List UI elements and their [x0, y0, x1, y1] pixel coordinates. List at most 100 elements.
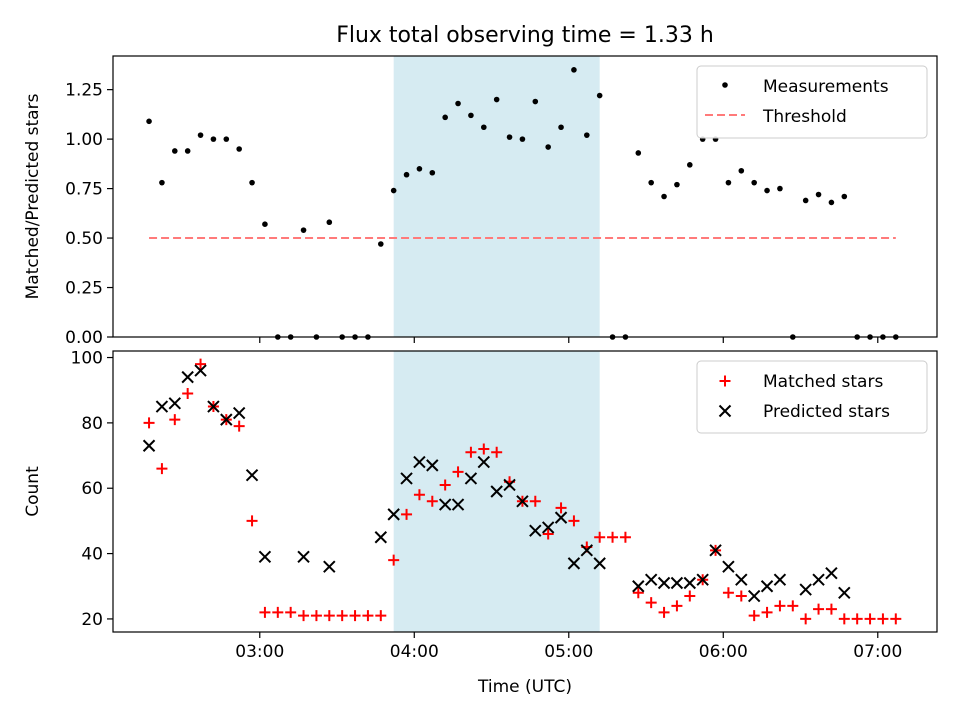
- data-point: [632, 587, 644, 599]
- data-point: [455, 100, 461, 107]
- data-point: [657, 576, 671, 590]
- data-point: [349, 610, 361, 622]
- data-point: [378, 241, 384, 247]
- data-point: [607, 531, 619, 543]
- data-point: [285, 606, 297, 618]
- y-tick-label: 1.25: [65, 81, 103, 101]
- y-tick-label: 0.00: [65, 328, 103, 348]
- data-point: [584, 132, 590, 138]
- data-point: [799, 583, 812, 596]
- data-point: [233, 420, 245, 432]
- data-point: [258, 550, 272, 564]
- data-point: [696, 573, 709, 586]
- data-point: [774, 600, 786, 612]
- data-point: [155, 400, 169, 413]
- data-point: [194, 364, 207, 377]
- shaded-interval: [393, 56, 600, 337]
- data-point: [490, 485, 503, 498]
- data-point: [761, 606, 773, 618]
- data-point: [558, 124, 564, 131]
- data-point: [687, 162, 693, 168]
- y-tick-label: 40: [81, 545, 103, 565]
- data-point: [725, 179, 732, 186]
- panel-ratio: 0.00 0.25 0.50 0.75 1.00 1.25 Matched/Predicte…: [23, 55, 938, 348]
- data-point: [658, 606, 670, 618]
- data-point: [323, 610, 335, 622]
- data-point: [635, 150, 642, 156]
- data-point: [802, 197, 809, 204]
- data-point: [722, 560, 735, 573]
- data-point: [272, 606, 284, 618]
- data-point: [259, 606, 271, 618]
- data-point: [220, 413, 233, 426]
- data-point: [670, 576, 684, 590]
- series-predicted-stars: [142, 364, 851, 603]
- y-tick-label: 100: [71, 349, 103, 369]
- data-point: [787, 600, 799, 612]
- y-tick-label: 20: [81, 610, 103, 630]
- data-point: [362, 610, 374, 622]
- data-point: [529, 495, 541, 507]
- data-point: [748, 610, 760, 622]
- legend-marker-x: [718, 404, 732, 418]
- legend-label: Predicted stars: [763, 402, 890, 422]
- data-point: [468, 112, 474, 119]
- x-tick-label: 06:00: [699, 642, 748, 662]
- data-point: [426, 459, 439, 472]
- data-point: [735, 573, 748, 586]
- data-point: [800, 613, 812, 625]
- data-point: [619, 531, 631, 543]
- data-point: [236, 146, 242, 152]
- data-point: [777, 185, 783, 192]
- data-point: [493, 96, 500, 103]
- data-point: [429, 169, 436, 176]
- data-point: [661, 193, 667, 200]
- data-point: [890, 613, 902, 625]
- axes-frame: [112, 55, 938, 338]
- data-point: [465, 446, 477, 458]
- data-point: [815, 191, 822, 198]
- data-point: [568, 515, 580, 527]
- data-point: [567, 557, 581, 570]
- data-point: [246, 515, 258, 527]
- panel-count: 20 40 60 80 100 03:00 04:00 05:00 06:00 07:00 Coun…: [23, 349, 938, 662]
- data-point: [416, 165, 423, 172]
- legend-label: Threshold: [762, 107, 847, 127]
- data-point: [751, 179, 757, 186]
- data-point: [182, 387, 194, 399]
- data-point: [747, 589, 761, 603]
- data-point: [298, 610, 310, 622]
- data-point: [168, 397, 182, 410]
- x-axis-label: Time (UTC): [477, 677, 572, 697]
- y-tick-label: 0.75: [65, 180, 103, 200]
- data-point: [632, 580, 645, 593]
- data-point: [813, 603, 825, 615]
- data-point: [648, 179, 654, 186]
- x-tick-label: 03:00: [235, 642, 284, 662]
- data-point: [545, 144, 551, 150]
- data-point: [426, 495, 438, 507]
- data-point: [684, 590, 696, 602]
- y-axis-label: Matched/Predicted stars: [23, 93, 43, 299]
- data-point: [249, 179, 255, 186]
- data-point: [516, 495, 529, 508]
- data-point: [825, 603, 837, 615]
- data-point: [452, 466, 464, 478]
- data-point: [674, 181, 680, 188]
- data-point: [451, 498, 465, 511]
- data-point: [390, 187, 397, 194]
- data-point: [541, 521, 555, 534]
- y-tick-label: 60: [81, 479, 103, 499]
- data-point: [519, 136, 526, 142]
- data-point: [738, 167, 745, 174]
- data-point: [403, 171, 410, 178]
- data-point: [464, 472, 478, 485]
- legend-label: Measurements: [763, 77, 889, 97]
- data-point: [594, 531, 606, 543]
- x-tick-label: 04:00: [390, 642, 439, 662]
- data-point: [735, 590, 747, 602]
- y-tick-label: 0.50: [65, 229, 103, 249]
- data-point: [593, 557, 606, 570]
- data-point: [232, 406, 246, 420]
